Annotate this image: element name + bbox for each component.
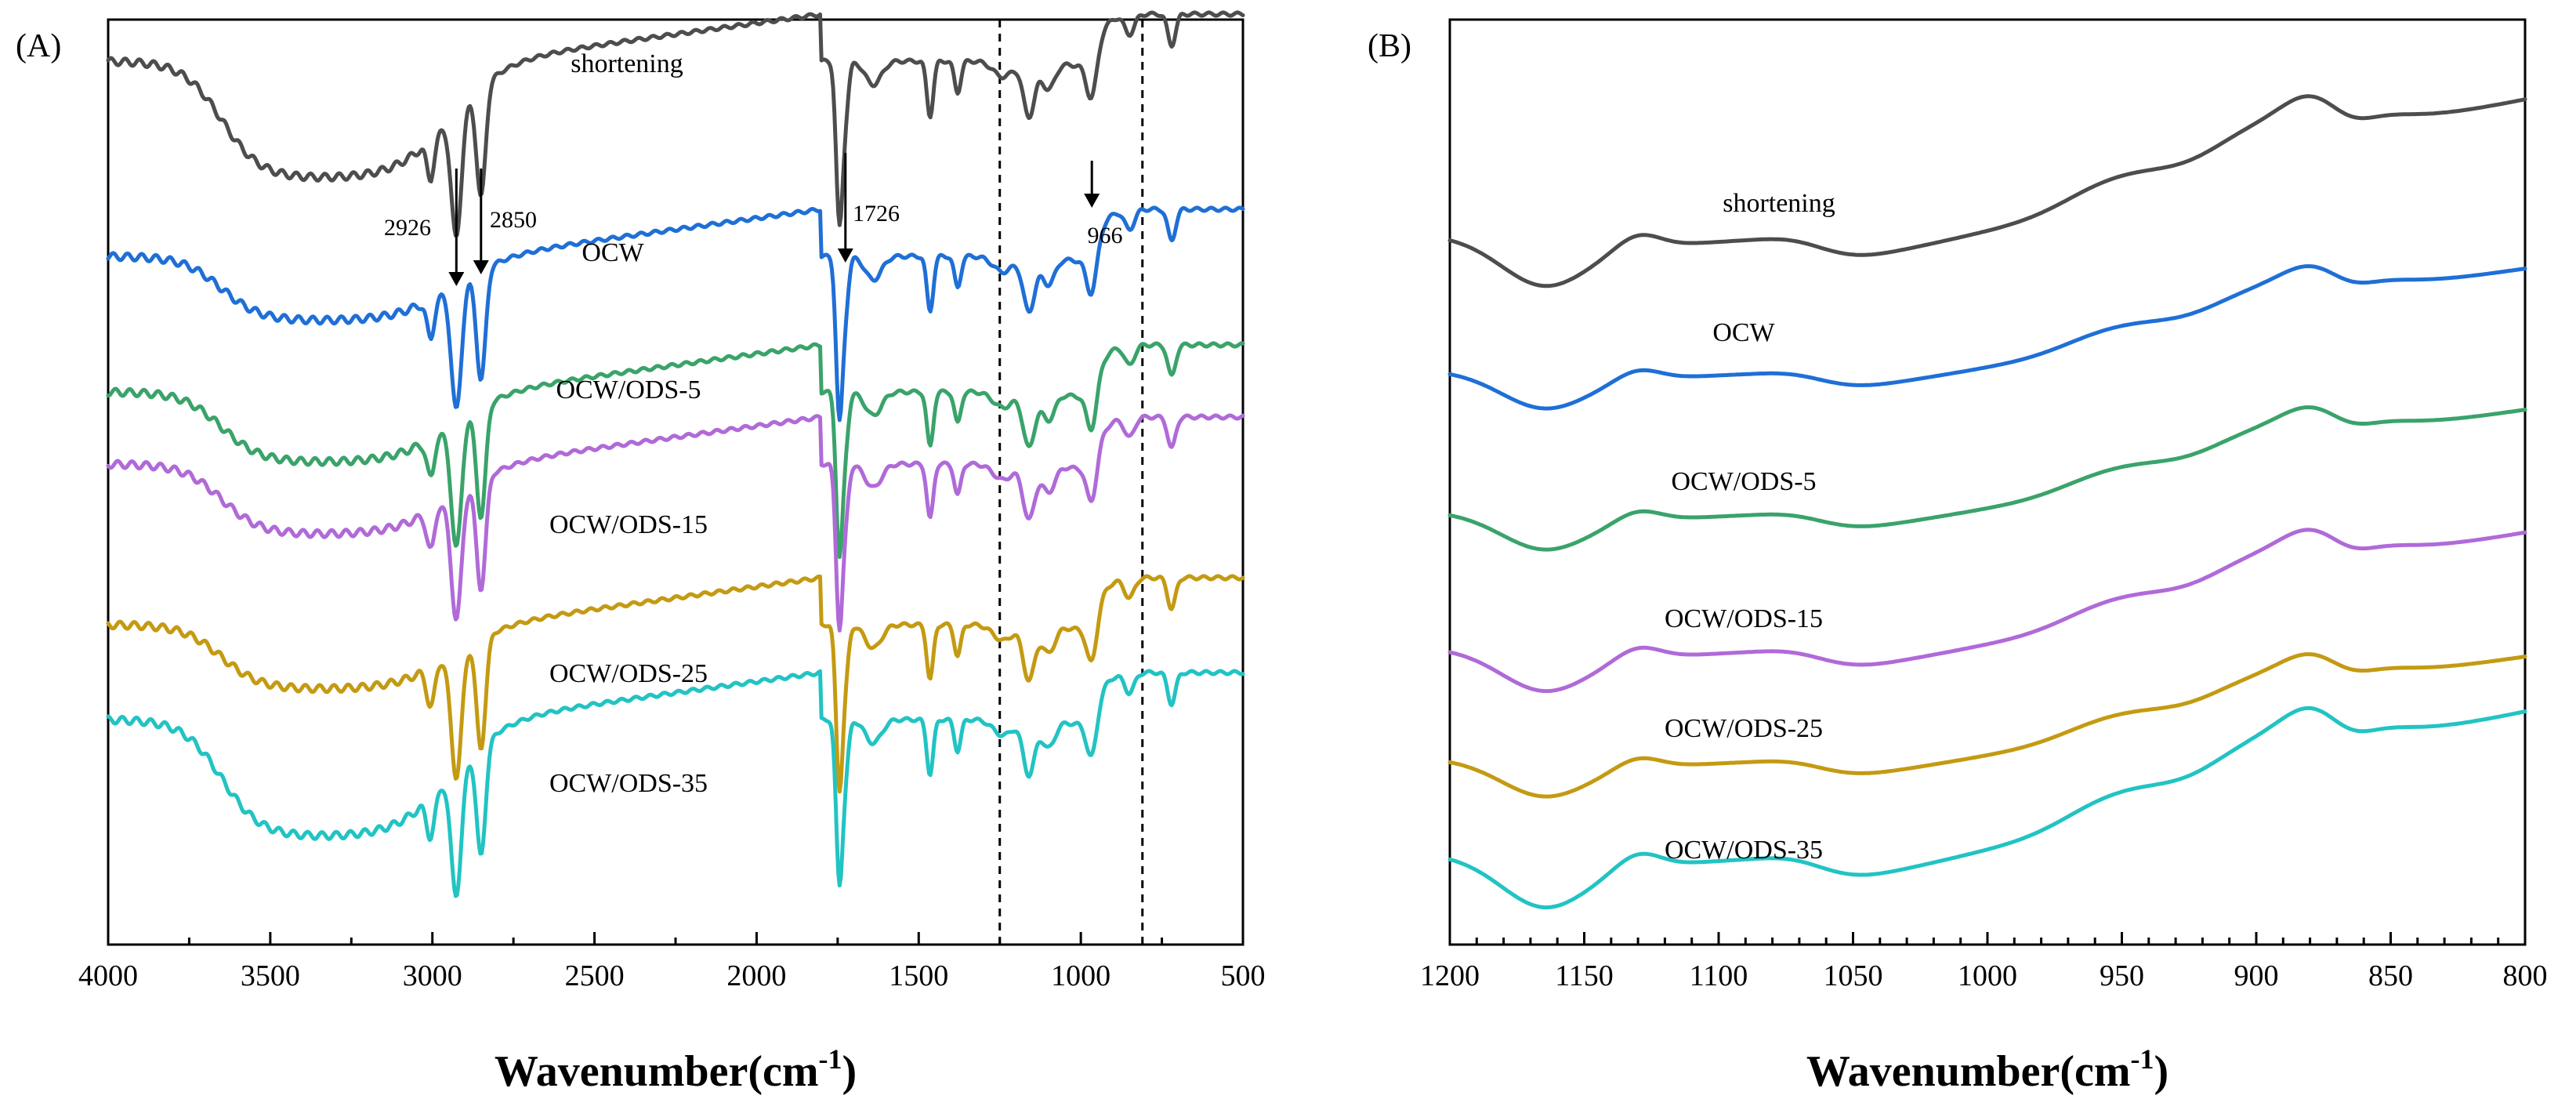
- annotation-1726-label: 1726: [853, 201, 900, 227]
- panel-b-label-ocw-ods-5: OCW/ODS-5: [1671, 467, 1816, 496]
- panel-a-label-ocw-ods-5: OCW/ODS-5: [556, 375, 701, 404]
- panel-b-frame: [1448, 18, 2527, 946]
- panel-b-label-ocw: OCW: [1712, 318, 1775, 347]
- panel-b-series-shortening: [1447, 94, 2527, 288]
- panel-a-arrows: [448, 153, 1100, 286]
- arrow-2926-head: [448, 272, 465, 286]
- panel-b-x-tick-label-1150: 1150: [1555, 959, 1614, 992]
- panel-a-series-ocw-ods-35: [106, 669, 1245, 898]
- panel-b-x-tick-label-1000: 1000: [1958, 959, 2017, 992]
- arrow-966-head: [1084, 194, 1100, 208]
- panel-a-series-ocw-ods-5: [106, 341, 1245, 559]
- panel-a-x-tick-label-2500: 2500: [565, 959, 625, 992]
- panel-b-x-tick-label-1200: 1200: [1420, 959, 1480, 992]
- panel-b-x-tick-label-900: 900: [2234, 959, 2279, 992]
- panel-a-x-tick-label-4000: 4000: [78, 959, 138, 992]
- panel-a-label-ocw-ods-25: OCW/ODS-25: [549, 659, 708, 688]
- panel-a-x-tick-label-500: 500: [1221, 959, 1266, 992]
- arrow-1726-head: [837, 248, 853, 263]
- annotation-2850-label: 2850: [490, 207, 537, 233]
- panel-a-series: [106, 10, 1245, 898]
- panel-b: (B) shortening OCW OCW/ODS-5 OCW/ODS-15 …: [1368, 18, 2548, 1096]
- panel-b-series-labels: shortening OCW OCW/ODS-5 OCW/ODS-15 OCW/…: [1665, 189, 1835, 865]
- panel-b-label-shortening: shortening: [1723, 189, 1835, 218]
- annotation-2926-label: 2926: [384, 215, 431, 241]
- panel-b-series-ocw: [1447, 264, 2527, 411]
- panel-a-label-ocw-ods-35: OCW/ODS-35: [549, 769, 708, 798]
- panel-b-x-tick-label-800: 800: [2503, 959, 2548, 992]
- panel-a-series-ocw-ods-25: [106, 574, 1245, 794]
- panel-b-x-tick-label-1050: 1050: [1824, 959, 1883, 992]
- panel-b-label-ocw-ods-25: OCW/ODS-25: [1665, 714, 1823, 743]
- panel-a-series-labels: shortening OCW OCW/ODS-5 OCW/ODS-15 OCW/…: [549, 49, 708, 798]
- panel-b-label-ocw-ods-35: OCW/ODS-35: [1665, 836, 1823, 865]
- panel-a-annotations: 2926 2850 1726 966: [384, 153, 1123, 286]
- panel-b-x-tick-label-950: 950: [2100, 959, 2144, 992]
- panel-a-label-shortening: shortening: [571, 49, 683, 78]
- panel-b-series-ocw-ods-5: [1447, 405, 2527, 552]
- panel-a-x-ticks: 4000 3500 3000 2500 2000 1500 1000 500: [78, 932, 1266, 992]
- panel-b-series: [1447, 94, 2527, 910]
- arrow-2850-head: [473, 260, 489, 274]
- panel-b-x-tick-label-1100: 1100: [1690, 959, 1748, 992]
- panel-a-x-tick-label-1500: 1500: [889, 959, 948, 992]
- panel-a-x-axis-title: Wavenumber(cm-1): [495, 1043, 857, 1096]
- panel-a-series-shortening: [106, 10, 1245, 238]
- panel-a-x-tick-label-3500: 3500: [241, 959, 300, 992]
- panel-a-x-tick-label-3000: 3000: [403, 959, 462, 992]
- panel-a-x-tick-label-2000: 2000: [726, 959, 786, 992]
- panel-b-x-tick-label-850: 850: [2368, 959, 2413, 992]
- panel-a-label-ocw-ods-15: OCW/ODS-15: [549, 510, 708, 539]
- panel-b-label-ocw-ods-15: OCW/ODS-15: [1665, 604, 1823, 633]
- panel-b-series-ocw-ods-15: [1447, 528, 2527, 694]
- panel-b-series-ocw-ods-25: [1447, 652, 2527, 799]
- panel-a-label-ocw: OCW: [582, 238, 644, 267]
- panel-a: (A) shortening OCW OCW/ODS-5 OCW/ODS-15 …: [16, 10, 1266, 1096]
- panel-a-series-ocw: [106, 205, 1245, 423]
- panel-a-frame: [107, 18, 1245, 946]
- panel-b-label: (B): [1368, 28, 1411, 64]
- panel-b-x-ticks: 1200 1150 1100 1050 1000 950 900 850 800: [1420, 932, 2548, 992]
- panel-a-label: (A): [16, 28, 61, 64]
- annotation-966-label: 966: [1088, 223, 1123, 248]
- panel-b-series-ocw-ods-35: [1447, 705, 2527, 910]
- panel-a-series-ocw-ods-15: [106, 413, 1245, 633]
- panel-b-x-axis-title: Wavenumber(cm-1): [1806, 1043, 2168, 1096]
- panel-a-x-tick-label-1000: 1000: [1051, 959, 1110, 992]
